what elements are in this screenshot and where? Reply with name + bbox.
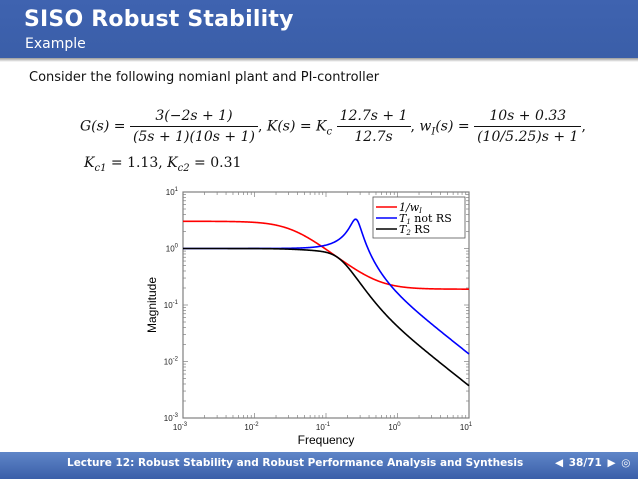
intro-text: Consider the following nomianl plant and… xyxy=(29,70,380,85)
plot-axes: 10-3 10-2 10-1 100 101 10-3 10-2 10-1 100 101 xyxy=(164,187,473,432)
x-tick-label: 101 xyxy=(460,422,473,432)
equation-gains: Kc1 = 1.13, Kc2 = 0.31 xyxy=(84,155,241,174)
w-fraction: 10s + 0.33 (10/5.25)s + 1 xyxy=(474,108,582,145)
y-tick-label: 10-2 xyxy=(164,357,179,367)
curve-T1-not-RS xyxy=(183,218,470,355)
y-axis-label: Magnitude xyxy=(145,277,159,333)
slide-header xyxy=(0,0,638,58)
comma: , xyxy=(581,118,586,135)
page-navigation: ◀ 38/71 ▶ ◎ xyxy=(555,457,632,469)
search-icon[interactable]: ◎ xyxy=(621,457,631,469)
K-fraction: 12.7s + 1 12.7s xyxy=(336,108,411,145)
w-subscript: I xyxy=(431,126,436,138)
slide-footer xyxy=(0,452,638,479)
w-lhs: w xyxy=(419,118,432,135)
w-numerator: 10s + 0.33 xyxy=(474,108,582,127)
w-denominator: (10/5.25)s + 1 xyxy=(477,129,579,145)
x-tick-label: 100 xyxy=(388,422,401,432)
y-tick-label: 10-1 xyxy=(164,300,179,310)
lecture-title: Lecture 12: Robust Stability and Robust … xyxy=(67,457,524,469)
G-denominator: (5s + 1)(10s + 1) xyxy=(132,129,255,145)
x-axis-label: Frequency xyxy=(298,433,355,447)
slide-subtitle: Example xyxy=(25,36,86,52)
plot-frame xyxy=(182,191,470,419)
legend-box xyxy=(372,196,466,239)
equation-plant-controller: G(s) = 3(−2s + 1) (5s + 1)(10s + 1) , K(… xyxy=(80,108,586,145)
plot-curves xyxy=(183,218,470,387)
y-tick-label: 101 xyxy=(166,187,179,197)
G-fraction: 3(−2s + 1) (5s + 1)(10s + 1) xyxy=(129,108,258,145)
Kc2-subscript: c2 xyxy=(177,162,190,174)
legend-entry: 1/wI xyxy=(399,201,422,215)
w-arg: (s) = xyxy=(435,118,470,135)
y-tick-label: 10-3 xyxy=(164,413,179,423)
x-tick-label: 10-2 xyxy=(244,422,259,432)
G-numerator: 3(−2s + 1) xyxy=(129,108,258,127)
K-denominator: 12.7s xyxy=(354,129,393,145)
x-tick-label: 10-1 xyxy=(316,422,331,432)
G-lhs: G(s) = xyxy=(80,118,126,135)
K-numerator: 12.7s + 1 xyxy=(336,108,411,127)
next-slide-icon[interactable]: ▶ xyxy=(607,457,616,469)
K-lhs: K(s) = K xyxy=(266,118,327,135)
legend-entry: T1 not RS xyxy=(399,212,452,226)
page-number: 38/71 xyxy=(568,457,602,469)
legend-entry: T2 RS xyxy=(399,223,430,237)
y-tick-label: 100 xyxy=(166,244,179,254)
Kc2-symbol: K xyxy=(167,155,178,171)
comma: , xyxy=(410,118,420,135)
slide-title: SISO Robust Stability xyxy=(24,7,294,32)
comma: , xyxy=(257,118,267,135)
curve-T2-RS xyxy=(183,247,470,387)
Kc1-subscript: c1 xyxy=(94,162,107,174)
header-shadow xyxy=(0,58,638,62)
Kc2-value: = 0.31 xyxy=(189,155,242,171)
x-tick-label: 10-3 xyxy=(173,422,188,432)
Kc1-symbol: K xyxy=(84,155,95,171)
Kc1-value: = 1.13, xyxy=(106,155,168,171)
curve-inverse-weight xyxy=(183,220,470,290)
K-subscript: c xyxy=(326,126,333,138)
prev-slide-icon[interactable]: ◀ xyxy=(555,457,564,469)
